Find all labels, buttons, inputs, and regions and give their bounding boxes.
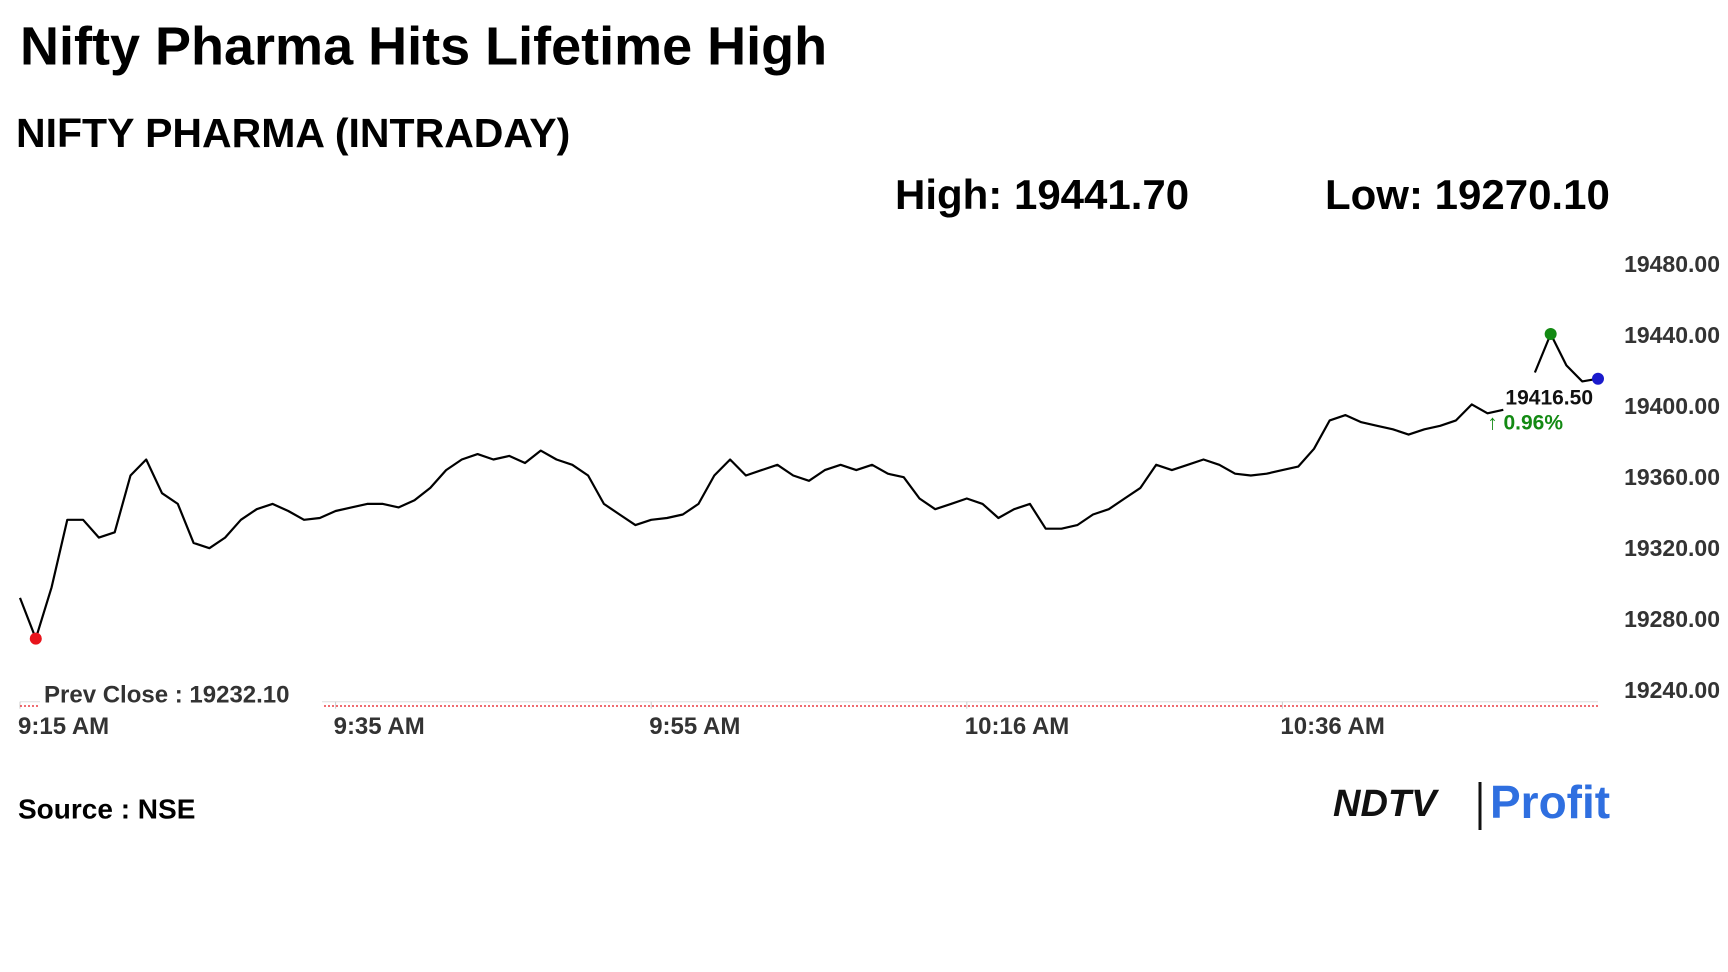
high-label: High: 19441.70 [895,171,1189,218]
logo-ndtv: NDTV [1333,783,1439,825]
x-tick-label: 10:36 AM [1280,713,1384,740]
y-tick-label: 19360.00 [1624,464,1720,490]
last-value-label: 19416.50 [1505,386,1593,409]
y-tick-label: 19440.00 [1624,322,1720,348]
x-tick-label: 10:16 AM [965,713,1069,740]
reference-label-bg [40,680,322,711]
change-label: ↑ 0.96% [1487,411,1563,434]
y-tick-label: 19240.00 [1624,677,1720,703]
logo-profit: Profit [1490,776,1610,828]
y-tick-label: 19280.00 [1624,606,1720,632]
x-tick-label: 9:35 AM [334,713,425,740]
chart-subtitle: NIFTY PHARMA (INTRADAY) [16,110,570,156]
x-tick-label: 9:15 AM [18,713,109,740]
x-tick-label: 9:55 AM [649,713,740,740]
high-point [1544,327,1557,340]
low-label: Low: 19270.10 [1325,171,1610,218]
price-line [18,332,1599,640]
low-point [29,632,42,645]
last-point [1592,372,1604,385]
y-tick-label: 19480.00 [1624,251,1720,277]
y-tick-label: 19400.00 [1624,393,1720,419]
chart-title: Nifty Pharma Hits Lifetime High [20,16,827,76]
source: Source : NSE [18,793,195,824]
y-tick-label: 19320.00 [1624,535,1720,561]
reference-label: Prev Close : 19232.10 [44,681,290,708]
